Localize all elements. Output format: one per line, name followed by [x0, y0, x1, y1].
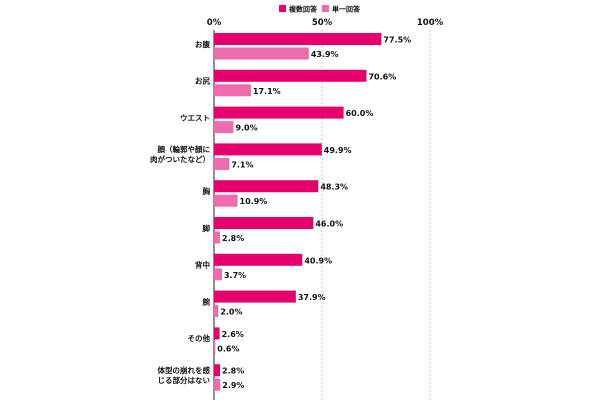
bar-1-1	[214, 84, 251, 97]
bar-5-0	[214, 217, 314, 229]
value-label-0-0: 77.5%	[383, 36, 411, 45]
bar-9-0	[214, 364, 221, 377]
value-label-8-1: 0.6%	[217, 344, 239, 353]
category-label-0: お腹	[195, 39, 210, 49]
category-label-3-0: 顔（輪郭や顔に	[157, 144, 211, 154]
value-label-1-1: 17.1%	[253, 87, 281, 96]
bar-9-1	[214, 378, 221, 391]
bar-3-1	[214, 157, 230, 170]
category-label-6: 背中	[195, 260, 210, 270]
value-label-3-0: 49.9%	[324, 146, 352, 155]
bar-7-0	[214, 290, 296, 303]
bar-0-1	[214, 47, 309, 60]
tick-label-1: 50%	[312, 18, 333, 28]
tick-label-0: 0%	[207, 18, 222, 28]
bar-4-1	[214, 194, 238, 207]
category-label-9-1: じる部分はない	[158, 375, 211, 385]
category-label-4: 胸	[203, 186, 211, 196]
category-label-2: ウエスト	[180, 113, 210, 122]
value-label-7-1: 2.0%	[220, 308, 242, 317]
legend-swatch-0	[279, 5, 286, 12]
category-label-3-1: 肉がついたなど）	[150, 154, 210, 164]
legend-swatch-1	[322, 5, 329, 12]
bar-6-0	[214, 253, 303, 266]
bar-1-0	[214, 69, 367, 82]
bar-5-1	[214, 231, 221, 244]
value-label-5-0: 46.0%	[315, 220, 343, 229]
value-label-5-1: 2.8%	[222, 234, 244, 243]
bar-0-0	[214, 33, 382, 45]
bar-4-0	[214, 180, 319, 193]
tick-label-2: 100%	[417, 18, 444, 28]
value-label-4-1: 10.9%	[240, 197, 268, 206]
value-label-6-1: 3.7%	[224, 271, 246, 280]
value-label-6-0: 40.9%	[304, 256, 332, 265]
value-label-0-1: 43.9%	[311, 50, 339, 59]
value-label-1-0: 70.6%	[368, 72, 396, 81]
value-label-2-1: 9.0%	[235, 124, 257, 133]
value-label-7-0: 37.9%	[298, 293, 326, 302]
bar-2-1	[214, 121, 234, 134]
category-label-8: その他	[188, 333, 211, 343]
value-label-4-0: 48.3%	[320, 183, 348, 192]
bar-3-0	[214, 143, 322, 156]
category-label-9-0: 体型の崩れを感	[158, 365, 211, 375]
value-label-9-0: 2.8%	[222, 367, 244, 376]
bar-7-1	[214, 305, 219, 318]
category-label-1: お尻	[195, 77, 210, 86]
legend-label-1: 単一回答	[332, 5, 361, 14]
bar-8-0	[214, 327, 220, 340]
value-label-2-0: 60.0%	[346, 109, 374, 118]
legend-label-0: 複数回答	[288, 5, 318, 14]
value-label-3-1: 7.1%	[231, 160, 253, 169]
bar-8-1	[214, 341, 216, 354]
bar-2-0	[214, 106, 344, 119]
value-label-8-0: 2.6%	[222, 330, 244, 339]
bar-6-1	[214, 268, 222, 281]
category-label-5: 脚	[203, 223, 211, 233]
category-label-7: 腕	[203, 296, 211, 306]
value-label-9-1: 2.9%	[222, 381, 244, 390]
